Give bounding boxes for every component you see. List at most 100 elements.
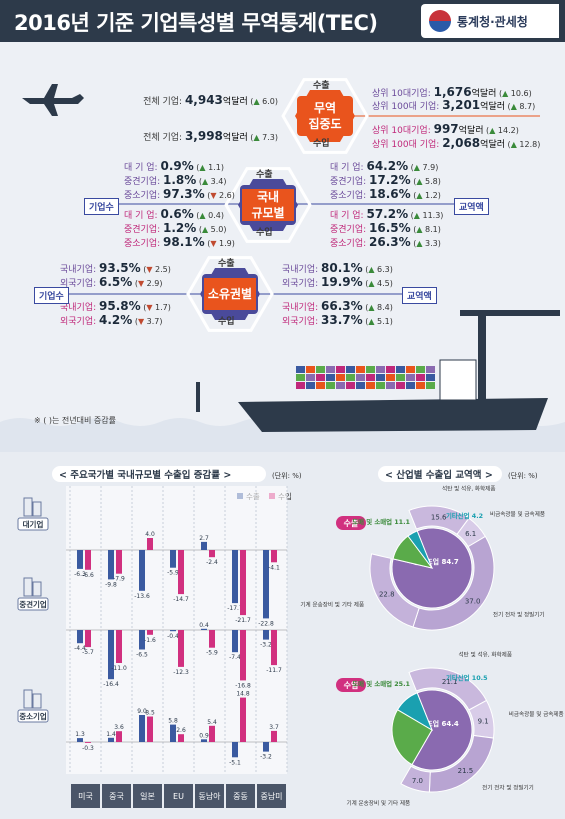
stat-exp-all: 전체 기업: 4,943억달러 (▲ 6.0) (143, 94, 278, 109)
stat-change: 8.4 (377, 303, 390, 312)
category-label-bg (195, 784, 224, 808)
stat-value: 997 (433, 122, 459, 136)
stat-label: 상위 100대 기업: (372, 140, 443, 150)
bar-value-label: 3.7 (269, 724, 279, 731)
stat-unit: 억달러 (458, 126, 484, 136)
stat-change: 7.9 (422, 163, 436, 172)
bar-value-label: -5.1 (229, 759, 241, 766)
stat-value: 98.1% (163, 235, 205, 249)
bar-export (139, 630, 145, 650)
group-label: 중소기업 (19, 711, 47, 721)
category-label: 동남아 (198, 791, 221, 801)
stat-label: 대 기 업: (124, 163, 161, 173)
donut-outer-value: 7.0 (412, 777, 423, 785)
bar-import (271, 550, 277, 563)
stat-imp-all: 전체 기업: 3,998억달러 (▲ 7.3) (143, 130, 278, 145)
stat-size-count-import: 중견기업: 1.2% (▲ 5.0) (124, 222, 227, 237)
stat-label: 상위 100대 기업: (372, 102, 443, 112)
charts-graphics: < 주요국가별 국내규모별 수출입 증감률 > (단위: %) < 산업별 수출입 … (17, 466, 564, 808)
container-icon (346, 382, 355, 389)
donut-center-label: 공제조업 84.7 (413, 557, 459, 566)
pie-chart-title: < 산업별 수출입 교역액 > (385, 469, 493, 481)
change-indicator: (▲ 5.8) (410, 177, 441, 186)
stat-size-amount-export: 중소기업: 18.6% (▲ 1.2) (330, 188, 441, 203)
crane-arm-icon (460, 310, 560, 316)
stat-change: 8.7 (519, 102, 533, 111)
stat-value: 66.3% (321, 299, 363, 313)
change-indicator: (▲ 7.9) (408, 163, 439, 172)
center-export-label: 수출 (313, 81, 330, 91)
crane-icon (196, 382, 200, 412)
container-icon (356, 366, 365, 373)
stat-size-amount-import: 중견기업: 16.5% (▲ 8.1) (330, 222, 441, 237)
change-indicator: (▲ 5.1) (362, 317, 393, 326)
stat-value: 4.2% (99, 313, 133, 327)
container-icon (356, 374, 365, 381)
stat-change: 4.5 (377, 279, 390, 288)
container-icon (336, 382, 345, 389)
stat-value: 1.2% (163, 221, 197, 235)
bar-import (85, 550, 91, 570)
change-indicator: (▲ 1.2) (410, 191, 441, 200)
taeguk-logo-icon (429, 10, 451, 32)
category-label: 중동 (233, 792, 248, 801)
building-icon (23, 689, 33, 709)
stat-value: 0.9% (160, 159, 194, 173)
category-label: 미국 (78, 792, 93, 801)
stat-own-count-export: 국내기업: 93.5% (▼ 2.5) (60, 262, 171, 277)
charts-panel: < 주요국가별 국내규모별 수출입 증감률 > (단위: %) < 산업별 수출입 … (0, 452, 565, 819)
stat-value: 1,676 (433, 85, 472, 99)
bar-value-label: 4.0 (145, 531, 155, 538)
stat-value: 3,998 (184, 129, 223, 143)
donut-outer-label: 비금속광물 및 금속제품 (509, 710, 564, 718)
stat-exp-top100: 상위 100대 기업: 3,201억달러 (▲ 8.7) (372, 99, 535, 114)
donut-outer-value: 6.1 (465, 530, 476, 538)
bar-value-label: 2.6 (176, 727, 186, 734)
container-icon (326, 366, 335, 373)
stat-own-count-import: 외국기업: 4.2% (▼ 3.7) (60, 314, 163, 329)
container-icon (396, 374, 405, 381)
container-icon (356, 382, 365, 389)
change-indicator: (▲ 8.4) (362, 303, 393, 312)
bar-value-label: 5.8 (168, 718, 178, 725)
category-label: 일본 (140, 792, 155, 801)
ship-hull-icon (238, 398, 548, 432)
bar-value-label: -5.9 (167, 570, 179, 577)
container-icon (316, 374, 325, 381)
stat-label: 국내기업: (282, 265, 322, 275)
stat-value: 2,068 (442, 136, 481, 150)
count-tag: 기업수 (34, 287, 69, 304)
donut-center-label: 공제조업 64.4 (413, 719, 459, 728)
container-icon (296, 382, 305, 389)
bar-export (201, 541, 207, 550)
change-indicator: (▼ 3.7) (132, 317, 163, 326)
bar-import (271, 730, 277, 742)
bar-value-label: -17.7 (227, 605, 243, 612)
bar-export (77, 630, 83, 644)
stat-change: 2.5 (155, 265, 168, 274)
container-icon (416, 382, 425, 389)
container-icon (386, 366, 395, 373)
stat-size-amount-import: 중소기업: 26.3% (▲ 3.3) (330, 236, 441, 251)
stat-value: 80.1% (321, 261, 363, 275)
stat-size-count-import: 중소기업: 98.1% (▼ 1.9) (124, 236, 235, 251)
bar-value-label: -21.7 (235, 617, 251, 624)
crane-icon (478, 310, 486, 400)
chart-title-bg (52, 466, 266, 482)
stat-label: 중견기업: (124, 225, 164, 235)
stat-own-amount-export: 외국기업: 19.9% (▲ 4.5) (282, 276, 393, 291)
bar-export (170, 630, 176, 632)
stat-value: 97.3% (163, 187, 205, 201)
bar-value-label: -0.4 (167, 633, 179, 640)
building-icon (32, 581, 42, 597)
bar-export (263, 742, 269, 752)
donut-badge-label: 수입 (344, 680, 359, 690)
bar-value-label: -22.8 (258, 620, 274, 627)
airplane-icon (22, 84, 84, 116)
donut-outer-value: 37.0 (465, 597, 481, 605)
bar-export (108, 550, 114, 580)
building-icon (23, 497, 33, 517)
center-main-label: 국내 규모별 (242, 189, 294, 221)
bar-import (178, 630, 184, 667)
container-icon (426, 366, 435, 373)
